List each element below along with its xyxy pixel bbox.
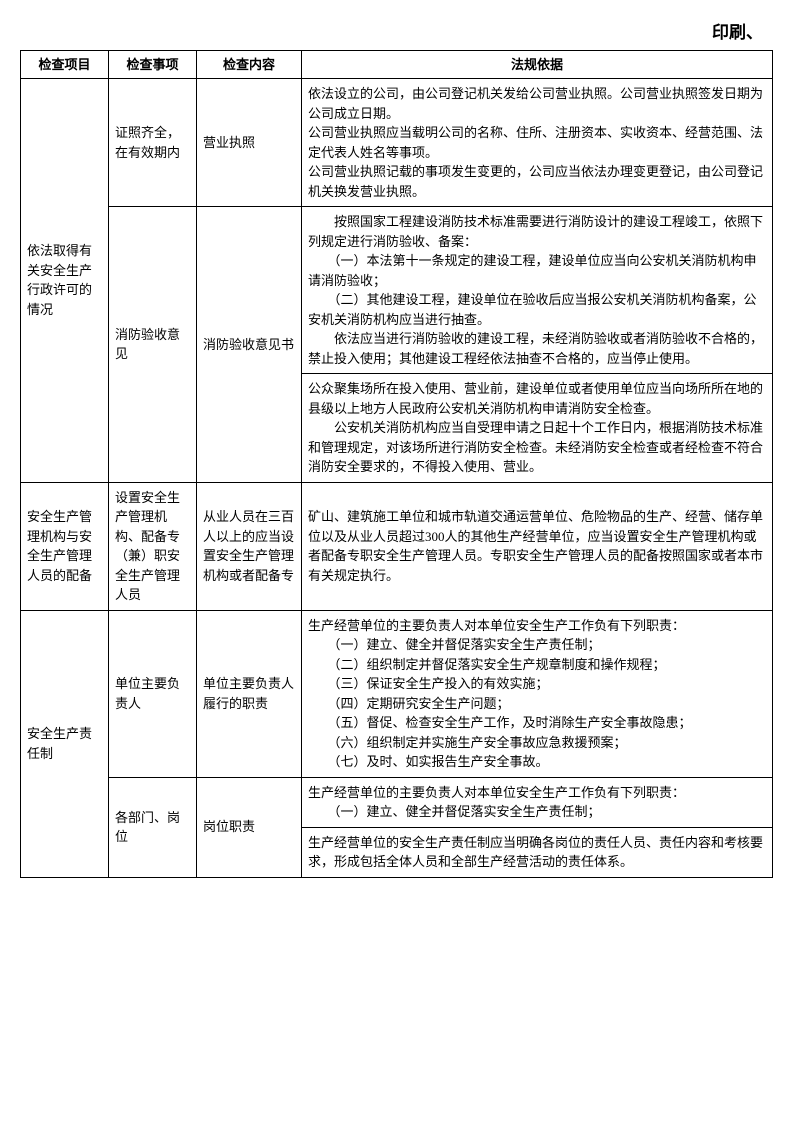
table-row: 安全生产责任制 单位主要负责人 单位主要负责人履行的职责 生产经营单位的主要负责… (21, 610, 773, 777)
table-row: 消防验收意见 消防验收意见书 按照国家工程建设消防技术标准需要进行消防设计的建设… (21, 207, 773, 374)
cell-content: 岗位职责 (197, 777, 302, 877)
col-header-matter: 检查事项 (109, 50, 197, 79)
cell-law: 依法设立的公司，由公司登记机关发给公司营业执照。公司营业执照签发日期为公司成立日… (302, 79, 773, 207)
cell-law: 生产经营单位的安全生产责任制应当明确各岗位的责任人员、责任内容和考核要求，形成包… (302, 827, 773, 877)
cell-matter: 消防验收意见 (109, 207, 197, 483)
cell-law: 按照国家工程建设消防技术标准需要进行消防设计的建设工程竣工，依照下列规定进行消防… (302, 207, 773, 374)
inspection-table: 检查项目 检查事项 检查内容 法规依据 依法取得有关安全生产行政许可的情况 证照… (20, 50, 773, 878)
cell-matter: 证照齐全，在有效期内 (109, 79, 197, 207)
cell-law: 生产经营单位的主要负责人对本单位安全生产工作负有下列职责： （一）建立、健全并督… (302, 610, 773, 777)
cell-project: 安全生产责任制 (21, 610, 109, 877)
col-header-content: 检查内容 (197, 50, 302, 79)
cell-content: 单位主要负责人履行的职责 (197, 610, 302, 777)
table-row: 各部门、岗位 岗位职责 生产经营单位的主要负责人对本单位安全生产工作负有下列职责… (21, 777, 773, 827)
col-header-project: 检查项目 (21, 50, 109, 79)
table-header-row: 检查项目 检查事项 检查内容 法规依据 (21, 50, 773, 79)
cell-matter: 设置安全生产管理机构、配备专（兼）职安全生产管理人员 (109, 482, 197, 610)
table-row: 依法取得有关安全生产行政许可的情况 证照齐全，在有效期内 营业执照 依法设立的公… (21, 79, 773, 207)
cell-law: 生产经营单位的主要负责人对本单位安全生产工作负有下列职责： （一）建立、健全并督… (302, 777, 773, 827)
table-row: 安全生产管理机构与安全生产管理人员的配备 设置安全生产管理机构、配备专（兼）职安… (21, 482, 773, 610)
cell-project: 安全生产管理机构与安全生产管理人员的配备 (21, 482, 109, 610)
cell-content: 消防验收意见书 (197, 207, 302, 483)
cell-content: 营业执照 (197, 79, 302, 207)
cell-law: 矿山、建筑施工单位和城市轨道交通运营单位、危险物品的生产、经营、储存单位以及从业… (302, 482, 773, 610)
cell-law: 公众聚集场所在投入使用、营业前，建设单位或者使用单位应当向场所所在地的县级以上地… (302, 374, 773, 483)
header-suffix: 印刷、 (20, 20, 773, 50)
cell-matter: 单位主要负责人 (109, 610, 197, 777)
cell-content: 从业人员在三百人以上的应当设置安全生产管理机构或者配备专 (197, 482, 302, 610)
col-header-law: 法规依据 (302, 50, 773, 79)
cell-project: 依法取得有关安全生产行政许可的情况 (21, 79, 109, 483)
cell-matter: 各部门、岗位 (109, 777, 197, 877)
